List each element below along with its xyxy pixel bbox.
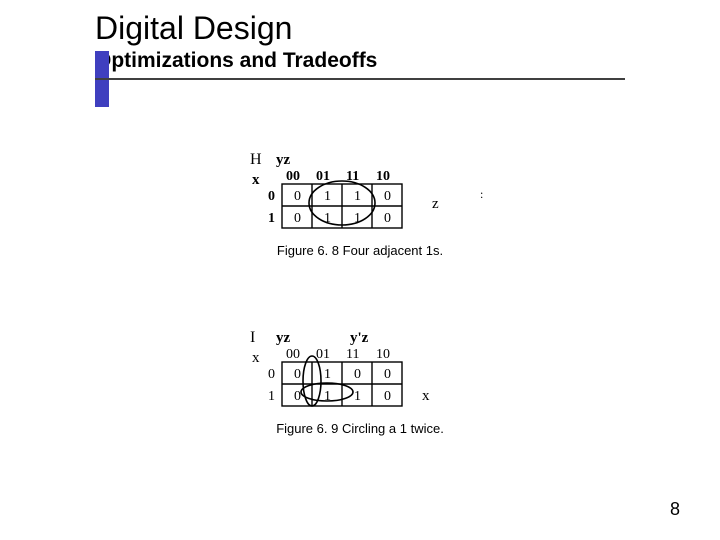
kmap-row-0: 0 — [268, 189, 275, 204]
stray-mark: : — [480, 187, 483, 201]
kmap-rowvar: x — [252, 172, 260, 188]
page-title: Digital Design — [95, 10, 720, 47]
kmap-row-1: 1 — [268, 389, 275, 404]
kmap-svg-6-9: I yz y'z x 00 01 11 10 0 1 0 1 — [250, 328, 490, 423]
kmap-side-label: z — [432, 196, 439, 212]
kmap-cell: 1 — [324, 189, 331, 204]
figure-caption-6-9: Figure 6. 9 Circling a 1 twice. — [0, 421, 720, 436]
kmap-figure-6-9: I yz y'z x 00 01 11 10 0 1 0 1 — [250, 328, 470, 413]
kmap-row-0: 0 — [268, 367, 275, 382]
kmap-side-label: x — [422, 388, 430, 404]
kmap-colvar: yz — [276, 152, 291, 168]
figure-caption-6-8: Figure 6. 8 Four adjacent 1s. — [0, 243, 720, 258]
kmap-cell: 0 — [294, 189, 301, 204]
kmap-h-label: I — [250, 329, 255, 346]
page-number: 8 — [670, 499, 680, 520]
kmap-cell: 0 — [294, 367, 301, 382]
kmap-cell: 0 — [294, 389, 301, 404]
kmap-cell: 0 — [384, 367, 391, 382]
kmap-row-1: 1 — [268, 211, 275, 226]
kmap-col-1: 01 — [316, 169, 330, 184]
kmap-svg-6-8: H yz x 00 01 11 10 0 1 — [250, 150, 510, 240]
accent-rule — [95, 78, 625, 80]
slide-page: Digital Design Optimizations and Tradeof… — [0, 0, 720, 540]
kmap-cell: 0 — [384, 389, 391, 404]
kmap-cell: 0 — [354, 367, 361, 382]
kmap-h-label: H — [250, 151, 262, 168]
kmap-cell: 1 — [324, 367, 331, 382]
figure-zone: H yz x 00 01 11 10 0 1 — [0, 145, 720, 436]
kmap-cell: 1 — [354, 389, 361, 404]
kmap-colvar: yz — [276, 330, 291, 346]
kmap-col-2: 11 — [346, 347, 359, 362]
page-subtitle: Optimizations and Tradeoffs — [95, 49, 720, 73]
kmap-col-0: 00 — [286, 169, 300, 184]
kmap-rowvar: x — [252, 350, 260, 366]
accent-bar-top — [95, 51, 109, 78]
kmap-figure-6-8: H yz x 00 01 11 10 0 1 — [250, 150, 470, 235]
accent-bar-bottom — [95, 80, 109, 107]
kmap-col-1: 01 — [316, 347, 330, 362]
kmap-cell: 1 — [354, 189, 361, 204]
kmap-col-0: 00 — [286, 347, 300, 362]
kmap-col-3: 10 — [376, 347, 390, 362]
kmap-col-3: 10 — [376, 169, 390, 184]
kmap-colvar2: y'z — [350, 330, 369, 346]
kmap-cell: 0 — [384, 189, 391, 204]
kmap-cell: 0 — [294, 211, 301, 226]
kmap-cell: 0 — [384, 211, 391, 226]
